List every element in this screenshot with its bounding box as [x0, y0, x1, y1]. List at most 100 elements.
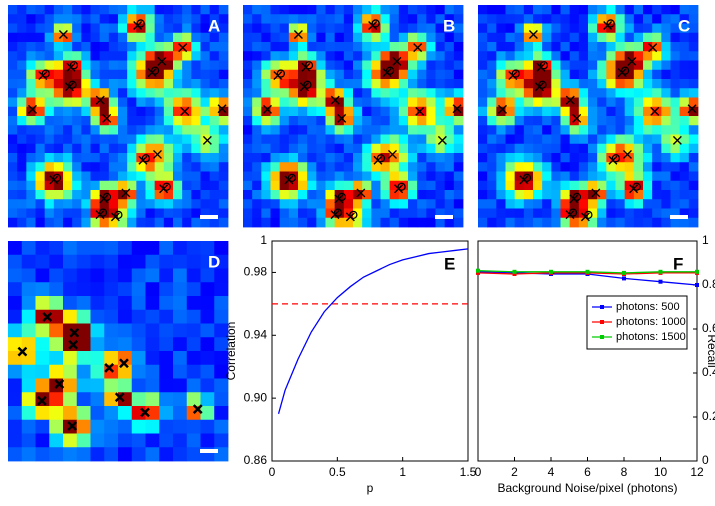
- pixel: [643, 199, 653, 209]
- pixel: [316, 5, 326, 15]
- pixel: [633, 97, 644, 108]
- pixel: [200, 208, 211, 219]
- pixel: [523, 69, 534, 80]
- pixel: [408, 88, 418, 98]
- pixel: [279, 5, 290, 15]
- pixel: [343, 162, 354, 172]
- pixel: [182, 14, 192, 24]
- pixel: [76, 364, 91, 379]
- pixel: [633, 171, 644, 182]
- pixel: [597, 162, 607, 172]
- pixel: [551, 116, 561, 126]
- pixel: [325, 42, 336, 52]
- pixel: [444, 125, 455, 135]
- pixel: [652, 14, 662, 24]
- pixel: [17, 32, 27, 43]
- pixel: [252, 88, 262, 98]
- pixel: [191, 51, 201, 61]
- pixel: [182, 153, 192, 163]
- pixel: [578, 162, 589, 172]
- pixel: [523, 60, 534, 71]
- pixel: [127, 134, 137, 145]
- pixel: [670, 190, 681, 200]
- pixel: [426, 14, 436, 24]
- pixel: [688, 5, 699, 15]
- pixel: [44, 32, 55, 43]
- pixel: [76, 323, 91, 338]
- pixel: [542, 217, 552, 228]
- o-marker: [620, 66, 630, 75]
- pixel: [154, 88, 165, 98]
- pixel: [26, 116, 36, 126]
- pixel: [35, 241, 50, 256]
- pixel: [17, 180, 27, 191]
- pixel: [334, 125, 345, 135]
- x-marker: [67, 421, 78, 431]
- pixel: [325, 180, 336, 191]
- pixel: [435, 171, 446, 182]
- pixel: [560, 32, 571, 43]
- pixel: [343, 106, 354, 117]
- series-line: [277, 248, 469, 415]
- pixel: [380, 97, 391, 108]
- pixel: [398, 143, 409, 154]
- pixel: [136, 125, 146, 135]
- pixel: [53, 171, 64, 182]
- pixel: [173, 217, 183, 228]
- pixel: [371, 171, 381, 182]
- pixel: [643, 32, 653, 43]
- pixel: [670, 116, 681, 126]
- pixel: [307, 32, 317, 43]
- pixel: [35, 282, 50, 297]
- pixel: [444, 116, 455, 126]
- pixel: [81, 134, 91, 145]
- pixel: [17, 199, 27, 209]
- pixel: [408, 217, 418, 228]
- pixel: [661, 134, 671, 145]
- pixel: [90, 5, 101, 15]
- pixel: [688, 190, 699, 200]
- pixel: [200, 5, 211, 15]
- pixel: [661, 14, 671, 24]
- pixel: [298, 5, 308, 15]
- pixel: [514, 51, 525, 61]
- pixel: [417, 199, 427, 209]
- pixel: [523, 180, 534, 191]
- pixel: [35, 406, 50, 421]
- pixel: [243, 162, 253, 172]
- pixel: [417, 42, 427, 52]
- pixel: [218, 180, 229, 191]
- pixel: [643, 106, 653, 117]
- pixel: [76, 351, 91, 366]
- pixel: [362, 125, 372, 135]
- pixel: [624, 42, 635, 52]
- pixel: [8, 143, 18, 154]
- pixel: [569, 125, 580, 135]
- pixel: [53, 208, 64, 219]
- pixel: [316, 208, 326, 219]
- pixel: [191, 180, 201, 191]
- pixel: [661, 180, 671, 191]
- pixel: [252, 162, 262, 172]
- pixel: [523, 162, 534, 172]
- pixel: [200, 378, 215, 393]
- pixel: [316, 153, 326, 163]
- pixel: [316, 14, 326, 24]
- pixel: [371, 208, 381, 219]
- pixel: [243, 153, 253, 163]
- o-marker: [572, 192, 582, 202]
- pixel: [444, 190, 455, 200]
- pixel: [191, 60, 201, 71]
- pixel: [435, 134, 446, 145]
- pixel: [173, 419, 188, 434]
- pixel: [108, 106, 119, 117]
- pixel: [487, 60, 497, 71]
- pixel: [624, 51, 635, 61]
- pixel: [72, 106, 82, 117]
- pixel: [533, 88, 543, 98]
- pixel: [380, 5, 391, 15]
- pixel: [551, 88, 561, 98]
- pixel: [200, 296, 215, 311]
- pixel: [154, 208, 165, 219]
- pixel: [478, 125, 488, 135]
